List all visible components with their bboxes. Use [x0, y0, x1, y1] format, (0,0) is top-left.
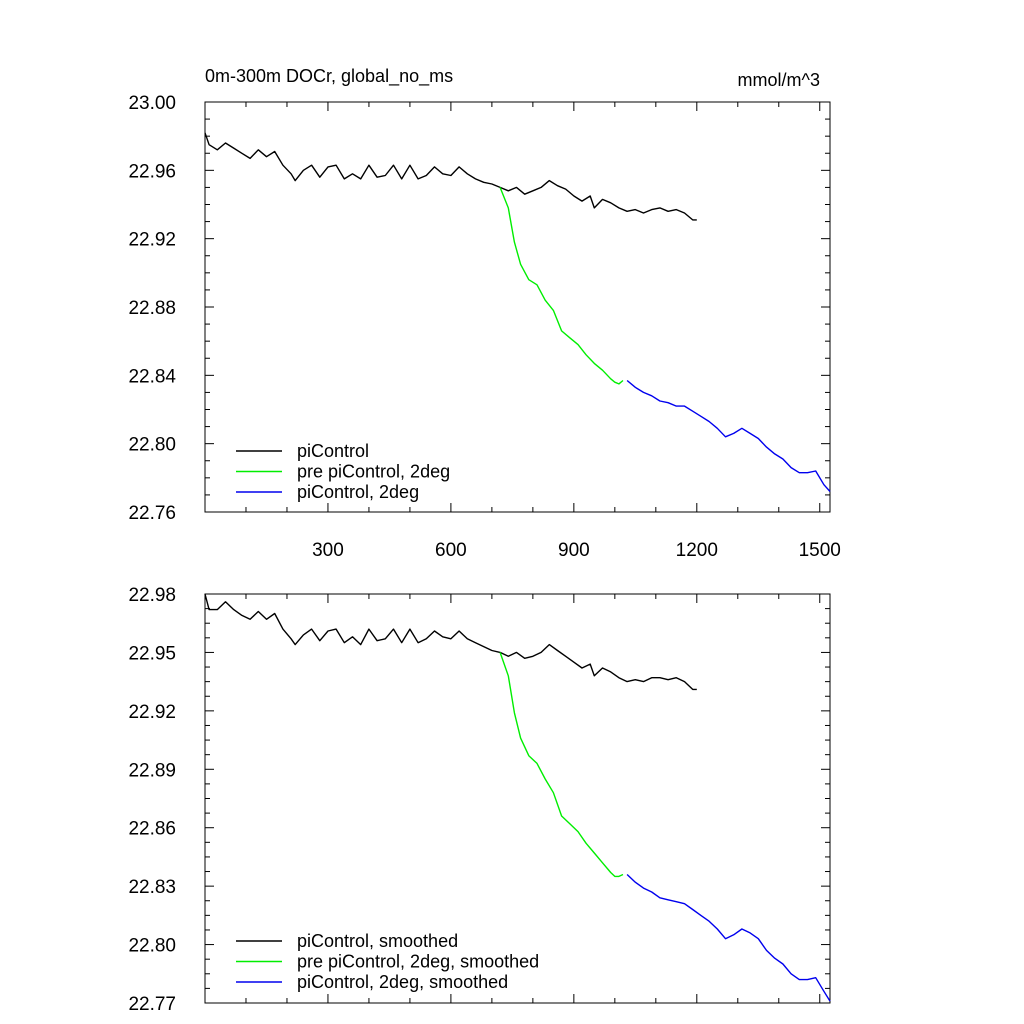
legend-label: piControl, smoothed — [297, 931, 458, 951]
series-line — [499, 187, 624, 385]
x-tick-label: 600 — [435, 540, 467, 561]
y-tick-label: 22.76 — [128, 503, 176, 524]
top-panel: 0m-300m DOCr, global_no_ms mmol/m^3 300 6… — [128, 66, 840, 561]
y-tick-label: 22.83 — [128, 877, 176, 898]
legend-label: pre piControl, 2deg — [297, 462, 450, 482]
x-tick-label: 1200 — [676, 540, 718, 561]
legend-label: piControl — [297, 441, 369, 461]
top-panel-units: mmol/m^3 — [738, 70, 820, 90]
y-tick-label: 22.88 — [128, 298, 176, 319]
y-tick-label: 22.86 — [128, 819, 176, 840]
y-tick-label: 22.95 — [128, 643, 176, 664]
legend-label: piControl, 2deg — [297, 482, 419, 502]
y-tick-label: 23.00 — [128, 93, 176, 114]
y-tick-label: 22.96 — [128, 161, 176, 182]
series-line — [204, 132, 697, 221]
bottom-panel: 22.77 22.80 22.83 22.86 22.89 22.92 22.95 22.98… — [128, 585, 831, 1015]
x-tick-label: 900 — [558, 540, 590, 561]
y-tick-label: 22.92 — [128, 702, 176, 723]
series-line — [204, 593, 697, 691]
series-line — [626, 873, 831, 1002]
y-tick-label: 22.80 — [128, 435, 176, 456]
series-line — [626, 379, 831, 492]
y-tick-label: 22.89 — [128, 760, 176, 781]
series-line — [499, 652, 624, 878]
y-tick-label: 22.80 — [128, 936, 176, 957]
x-tick-label: 300 — [312, 540, 344, 561]
y-tick-label: 22.84 — [128, 366, 176, 387]
y-tick-label: 22.77 — [128, 994, 176, 1015]
legend-label: piControl, 2deg, smoothed — [297, 972, 508, 992]
y-tick-label: 22.98 — [128, 585, 176, 606]
y-tick-label: 22.92 — [128, 230, 176, 251]
x-tick-label: 1500 — [799, 540, 841, 561]
legend-label: pre piControl, 2deg, smoothed — [297, 952, 539, 972]
top-panel-title: 0m-300m DOCr, global_no_ms — [205, 66, 453, 87]
